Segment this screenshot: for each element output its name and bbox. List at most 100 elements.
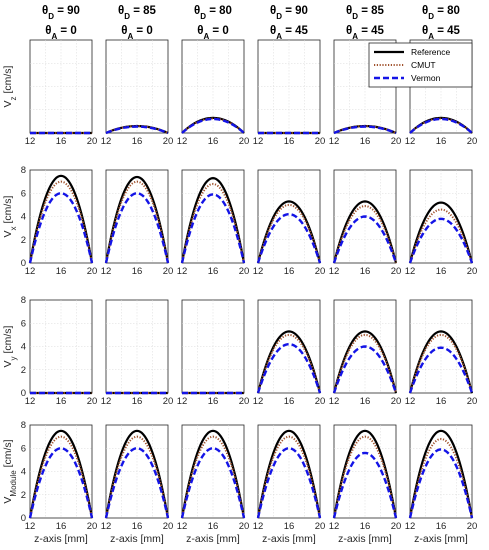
series-line-vermon [256, 342, 322, 394]
x-tick-label: 16 [436, 521, 447, 532]
series-line-reference [104, 429, 170, 519]
y-tick-label: 2 [21, 365, 26, 376]
series-line-cmut [29, 180, 93, 264]
series-line-vermon [256, 447, 322, 519]
panel-r4-c3 [180, 424, 246, 519]
series-line-vermon [181, 117, 245, 134]
panel-r3-c2 [105, 299, 169, 395]
x-tick-label: 16 [56, 266, 67, 277]
series-line-vermon [256, 212, 322, 264]
series-line-cmut [181, 435, 245, 519]
x-tick-label: 12 [329, 266, 340, 277]
x-tick-label: 16 [284, 521, 295, 532]
x-tick-label: 16 [284, 266, 295, 277]
series-line-vermon [28, 192, 94, 264]
x-tick-label: 20 [239, 396, 250, 407]
x-tick-label: 20 [87, 266, 98, 277]
panel-r2-c1 [28, 169, 94, 264]
x-tick-label: 12 [253, 396, 264, 407]
y-tick-label: 6 [21, 318, 26, 329]
y-tick-label: 0 [21, 513, 26, 524]
x-tick-label: 12 [25, 266, 36, 277]
x-tick-label: 20 [391, 521, 402, 532]
x-tick-label: 20 [87, 521, 98, 532]
series-line-cmut [333, 333, 397, 394]
legend-label: CMUT [411, 60, 436, 70]
panel-r4-c5 [332, 424, 398, 519]
series-line-reference [408, 429, 474, 519]
x-axis-label: z-axis [mm] [34, 533, 88, 545]
series-line-cmut [181, 182, 245, 264]
series-line-cmut [257, 333, 321, 394]
y-axis-label: Vx [cm/s] [2, 195, 18, 237]
x-axis-label: z-axis [mm] [338, 533, 392, 545]
x-tick-label: 16 [132, 136, 143, 147]
x-axis-label: z-axis [mm] [110, 533, 164, 545]
legend-label: Reference [411, 47, 450, 57]
panel-r2-c4 [256, 169, 322, 264]
series-line-reference [332, 429, 398, 519]
series-line-reference [28, 429, 94, 519]
x-tick-label: 16 [208, 136, 219, 147]
x-tick-label: 20 [87, 136, 98, 147]
x-axis-label: z-axis [mm] [186, 533, 240, 545]
series-line-vermon [180, 447, 246, 519]
x-tick-label: 12 [177, 136, 188, 147]
y-tick-label: 2 [21, 490, 26, 501]
x-tick-label: 20 [467, 396, 478, 407]
y-axis-label: Vz [cm/s] [2, 65, 18, 107]
column-header-theta-d: θD = 90 [42, 5, 80, 21]
column-header-theta-d: θD = 80 [194, 5, 232, 21]
panel-r2-c3 [180, 169, 246, 264]
x-tick-label: 20 [87, 396, 98, 407]
series-line-vermon [332, 345, 398, 394]
x-tick-label: 12 [253, 266, 264, 277]
series-line-cmut [409, 437, 473, 519]
series-line-cmut [105, 180, 169, 264]
panel-r4-c1 [28, 424, 94, 519]
x-tick-label: 20 [315, 136, 326, 147]
x-tick-label: 20 [391, 396, 402, 407]
y-tick-label: 2 [21, 235, 26, 246]
panel-r3-c5 [332, 299, 398, 394]
series-line-vermon [28, 447, 94, 519]
y-tick-label: 4 [21, 212, 26, 223]
x-tick-label: 20 [239, 266, 250, 277]
panel-r4-c2 [104, 424, 170, 519]
column-header-theta-a: θA = 0 [121, 25, 153, 41]
series-line-vermon [104, 447, 170, 519]
x-tick-label: 20 [391, 136, 402, 147]
x-tick-label: 16 [360, 266, 371, 277]
column-header-theta-d: θD = 85 [118, 5, 157, 21]
x-tick-label: 16 [436, 266, 447, 277]
series-line-vermon [333, 125, 397, 135]
x-tick-label: 20 [163, 266, 174, 277]
y-axis-label: Vy [cm/s] [2, 325, 18, 367]
x-tick-label: 16 [360, 521, 371, 532]
x-tick-label: 16 [436, 396, 447, 407]
x-tick-label: 12 [101, 396, 112, 407]
series-line-vermon [409, 117, 473, 134]
x-tick-label: 16 [436, 136, 447, 147]
x-tick-label: 16 [56, 136, 67, 147]
y-axis-label: VModule [cm/s] [2, 439, 18, 503]
x-tick-label: 12 [101, 521, 112, 532]
x-tick-label: 12 [253, 136, 264, 147]
x-tick-label: 16 [360, 136, 371, 147]
x-tick-label: 16 [132, 266, 143, 277]
x-tick-label: 12 [405, 396, 416, 407]
x-tick-label: 12 [25, 136, 36, 147]
panel-r1-c4 [257, 39, 321, 135]
panel-r1-c1 [29, 39, 93, 135]
x-tick-label: 12 [405, 521, 416, 532]
panel-r4-c4 [256, 424, 322, 519]
x-tick-label: 16 [56, 521, 67, 532]
x-tick-label: 12 [177, 266, 188, 277]
x-tick-label: 20 [239, 136, 250, 147]
x-tick-label: 12 [25, 521, 36, 532]
column-header-theta-d: θD = 80 [422, 5, 460, 21]
column-header-theta-a: θA = 45 [346, 25, 385, 41]
series-line-vermon [408, 346, 474, 394]
panel-r3-c6 [408, 299, 474, 394]
